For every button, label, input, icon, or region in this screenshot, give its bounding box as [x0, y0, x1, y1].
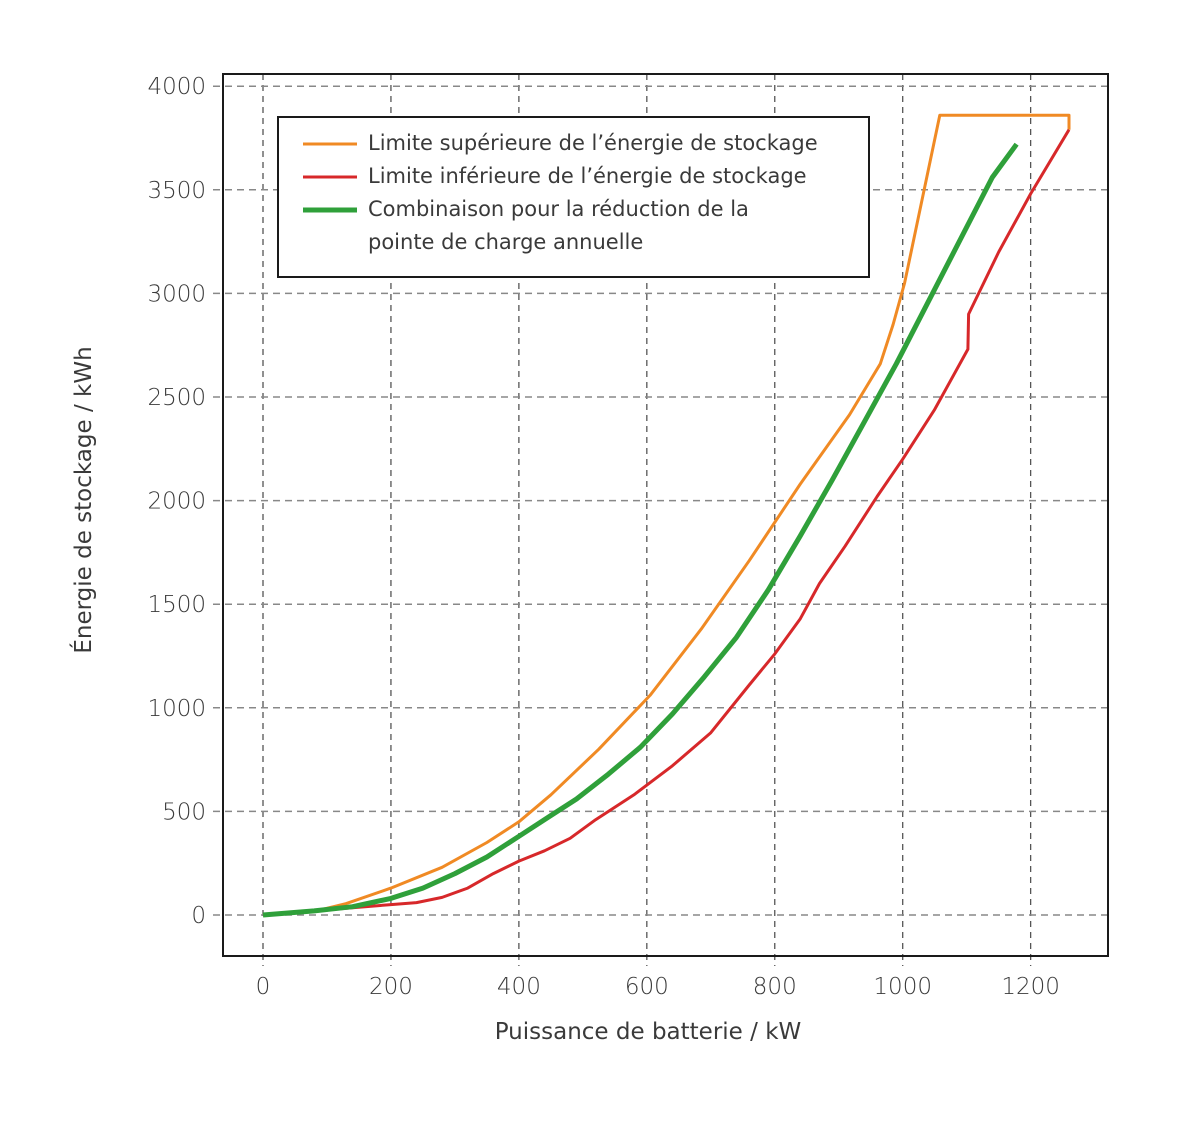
y-tick-label: 2000 — [147, 489, 206, 515]
legend-label: pointe de charge annuelle — [368, 230, 643, 254]
series-line-2 — [262, 142, 1019, 918]
x-tick-label: 200 — [369, 974, 413, 1000]
legend: Limite supérieure de l’énergie de stocka… — [277, 116, 870, 278]
series-line-0 — [262, 113, 1071, 917]
legend-box — [277, 116, 870, 278]
x-axis-label: Puissance de batterie / kW — [495, 1019, 802, 1045]
x-tick-label: 1000 — [873, 974, 932, 1000]
y-tick-label: 3000 — [147, 281, 206, 307]
x-tick-label: 800 — [753, 974, 797, 1000]
legend-label: Limite supérieure de l’énergie de stocka… — [368, 131, 818, 155]
legend-label: Limite inférieure de l’énergie de stocka… — [368, 164, 807, 188]
plot-frame — [222, 73, 1109, 957]
x-tick-label: 400 — [497, 974, 541, 1000]
x-axis-ticks: 0 200 400 600 800 1000 1200 — [256, 974, 1060, 1000]
y-tick-label: 2500 — [147, 385, 206, 411]
y-axis-ticks: 0 500 1000 1500 2000 2500 3000 3500 4000 — [147, 74, 206, 929]
x-tick-label: 1200 — [1001, 974, 1060, 1000]
x-tick-label: 0 — [256, 974, 271, 1000]
y-tick-label: 1500 — [147, 592, 206, 618]
y-tick-label: 1000 — [147, 696, 206, 722]
x-tick-label: 600 — [625, 974, 669, 1000]
legend-label: Combinaison pour la réduction de la — [368, 197, 749, 221]
y-tick-label: 500 — [162, 799, 206, 825]
y-tick-label: 3500 — [147, 178, 206, 204]
y-axis-label: Énergie de stockage / kWh — [69, 346, 97, 653]
y-tick-label: 0 — [191, 903, 206, 929]
series-line-1 — [262, 128, 1071, 917]
data-series — [262, 113, 1071, 918]
y-tick-label: 4000 — [147, 74, 206, 100]
